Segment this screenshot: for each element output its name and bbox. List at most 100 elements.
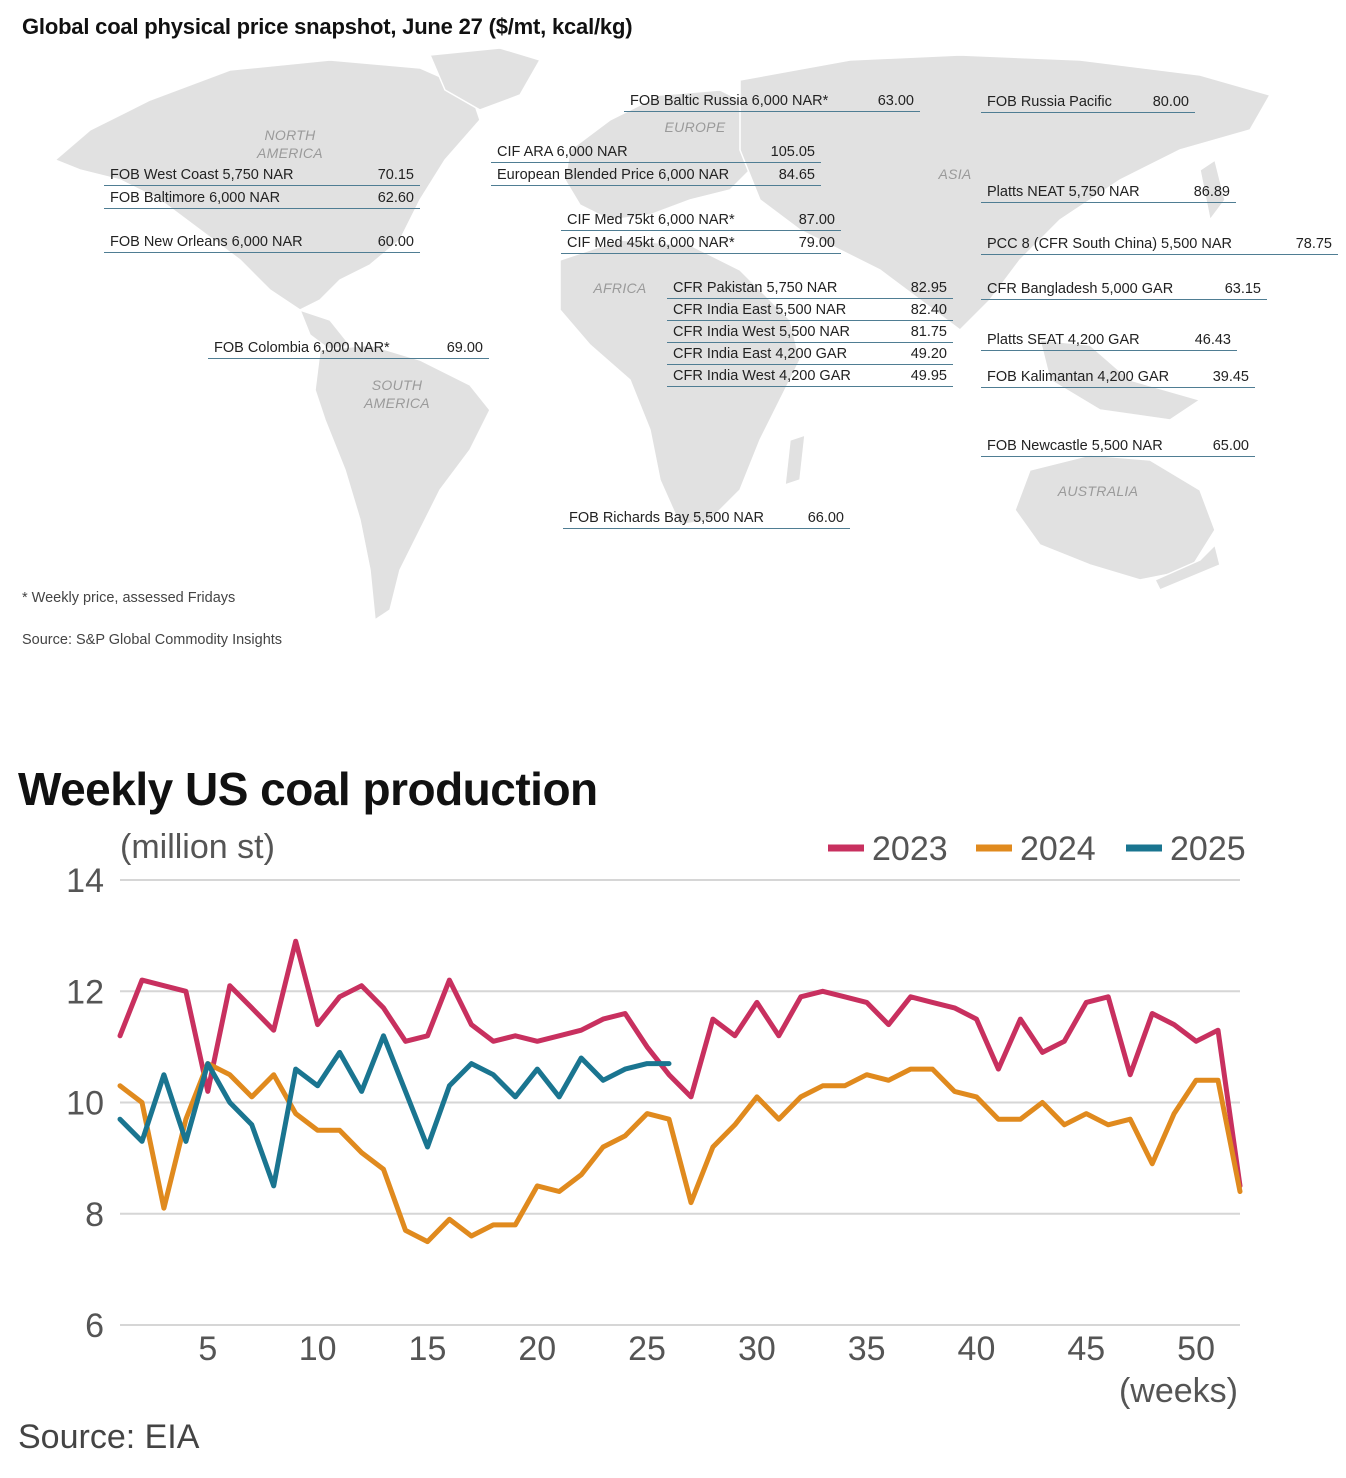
y-axis-label: (million st) — [120, 828, 275, 866]
series-line-2025 — [117, 1033, 672, 1189]
africa-landmass — [559, 239, 801, 526]
legend-label: 2025 — [1170, 830, 1246, 868]
legend: 2023 2024 2025 — [828, 830, 1246, 868]
x-tick-label: 25 — [628, 1330, 666, 1368]
price-row-cfr-india-west-5500: CFR India West 5,500 NAR 81.75 — [667, 321, 953, 343]
price-label: FOB Baltimore 6,000 NAR — [110, 190, 281, 206]
price-value: 82.95 — [910, 280, 947, 296]
price-label: Platts NEAT 5,750 NAR — [987, 184, 1140, 200]
price-value: 87.00 — [798, 212, 835, 228]
price-row-cfr-pakistan: CFR Pakistan 5,750 NAR 82.95 — [667, 277, 953, 299]
price-row-platts-neat: Platts NEAT 5,750 NAR 86.89 — [981, 181, 1236, 203]
price-row-fob-baltic-russia: FOB Baltic Russia 6,000 NAR* 63.00 — [624, 90, 920, 112]
madagascar-landmass — [784, 433, 806, 487]
price-row-fob-newcastle: FOB Newcastle 5,500 NAR 65.00 — [981, 435, 1255, 457]
price-label: European Blended Price 6,000 NAR — [497, 167, 730, 183]
new-zealand-landmass — [1153, 543, 1221, 591]
x-tick-label: 45 — [1067, 1330, 1105, 1368]
price-value: 39.45 — [1212, 369, 1249, 385]
y-tick-label: 8 — [85, 1196, 104, 1234]
price-label: PCC 8 (CFR South China) 5,500 NAR — [987, 236, 1232, 252]
japan-landmass — [1199, 158, 1226, 222]
price-row-cfr-bangladesh: CFR Bangladesh 5,000 GAR 63.15 — [981, 278, 1267, 300]
price-row-cfr-india-east-5500: CFR India East 5,500 NAR 82.40 — [667, 299, 953, 321]
x-axis-label: (weeks) — [1119, 1372, 1238, 1410]
region-label-south-america: SOUTH AMERICA — [352, 376, 442, 412]
price-value: 63.00 — [877, 93, 914, 109]
price-label: CFR Bangladesh 5,000 GAR — [987, 281, 1174, 297]
price-value: 49.20 — [910, 346, 947, 362]
y-tick-label: 12 — [66, 973, 104, 1011]
price-row-cif-med-45kt: CIF Med 45kt 6,000 NAR* 79.00 — [561, 232, 841, 254]
region-label-australia: AUSTRALIA — [1057, 483, 1139, 499]
price-value: 82.40 — [910, 302, 947, 318]
price-label: CIF Med 45kt 6,000 NAR* — [567, 235, 735, 251]
price-label: CFR India East 4,200 GAR — [673, 346, 848, 362]
price-value: 80.00 — [1152, 94, 1189, 110]
x-tick-label: 30 — [738, 1330, 776, 1368]
x-tick-label: 15 — [409, 1330, 447, 1368]
price-label: FOB New Orleans 6,000 NAR — [110, 234, 303, 250]
series-line-2023 — [117, 938, 1243, 1189]
europe-landmass — [564, 89, 761, 221]
region-label-africa: AFRICA — [593, 280, 647, 296]
region-label-line: SOUTH — [371, 377, 423, 393]
x-tick-label: 40 — [958, 1330, 996, 1368]
price-row-cfr-india-west-4200: CFR India West 4,200 GAR 49.95 — [667, 365, 953, 387]
price-value: 62.60 — [377, 190, 414, 206]
legend-label: 2024 — [1020, 830, 1096, 868]
price-label: FOB Baltic Russia 6,000 NAR* — [630, 93, 829, 109]
south-america-landmass — [314, 344, 491, 622]
price-label: FOB Russia Pacific — [987, 94, 1112, 110]
price-label: FOB Richards Bay 5,500 NAR — [569, 510, 765, 526]
price-row-fob-kalimantan: FOB Kalimantan 4,200 GAR 39.45 — [981, 366, 1255, 388]
price-value: 49.95 — [910, 368, 947, 384]
price-value: 60.00 — [377, 234, 414, 250]
coal-price-map-panel: Global coal physical price snapshot, Jun… — [0, 0, 1346, 700]
region-label-line: NORTH — [264, 127, 316, 143]
axis-layer: 6 8 10 12 14 5 10 15 20 25 30 35 40 45 50 — [66, 862, 1215, 1368]
region-label-asia: ASIA — [938, 166, 972, 182]
grid-layer — [120, 879, 1240, 1326]
price-value: 70.15 — [377, 167, 414, 183]
price-value: 78.75 — [1295, 236, 1332, 252]
map-title: Global coal physical price snapshot, Jun… — [22, 14, 633, 39]
region-label-europe: EUROPE — [664, 119, 726, 135]
map-footnote: * Weekly price, assessed Fridays — [22, 590, 236, 606]
price-label: FOB Newcastle 5,500 NAR — [987, 438, 1163, 454]
price-value: 66.00 — [807, 510, 844, 526]
price-label: CFR Pakistan 5,750 NAR — [673, 280, 838, 296]
chart-title: Weekly US coal production — [18, 763, 598, 815]
world-map — [53, 47, 1272, 622]
price-label: FOB Kalimantan 4,200 GAR — [987, 369, 1170, 385]
asia-landmass — [739, 54, 1272, 331]
greenland-landmass — [428, 47, 542, 111]
y-tick-label: 14 — [66, 862, 104, 900]
price-label: FOB Colombia 6,000 NAR* — [214, 340, 390, 356]
price-row-platts-seat: Platts SEAT 4,200 GAR 46.43 — [981, 329, 1237, 351]
price-row-fob-richards-bay: FOB Richards Bay 5,500 NAR 66.00 — [563, 507, 850, 529]
region-label-line: AMERICA — [257, 145, 323, 161]
australia-landmass — [1014, 454, 1216, 581]
price-value: 46.43 — [1194, 332, 1231, 348]
map-source: Source: S&P Global Commodity Insights — [22, 632, 283, 648]
price-value: 69.00 — [446, 340, 483, 356]
price-value: 63.15 — [1224, 281, 1261, 297]
x-tick-label: 10 — [299, 1330, 337, 1368]
y-tick-label: 6 — [85, 1307, 104, 1345]
series-line-2024 — [117, 1061, 1243, 1245]
price-label: CFR India West 5,500 NAR — [673, 324, 851, 340]
price-row-fob-new-orleans: FOB New Orleans 6,000 NAR 60.00 — [104, 231, 420, 253]
price-label: CIF ARA 6,000 NAR — [497, 144, 628, 160]
price-row-fob-west-coast: FOB West Coast 5,750 NAR 70.15 — [104, 164, 420, 186]
price-label: FOB West Coast 5,750 NAR — [110, 167, 294, 183]
price-value: 65.00 — [1212, 438, 1249, 454]
price-value: 105.05 — [770, 144, 815, 160]
price-value: 79.00 — [798, 235, 835, 251]
price-row-fob-baltimore: FOB Baltimore 6,000 NAR 62.60 — [104, 187, 420, 209]
price-value: 86.89 — [1193, 184, 1230, 200]
x-tick-label: 5 — [198, 1330, 217, 1368]
price-row-cfr-india-east-4200: CFR India East 4,200 GAR 49.20 — [667, 343, 953, 365]
price-label: CIF Med 75kt 6,000 NAR* — [567, 212, 735, 228]
